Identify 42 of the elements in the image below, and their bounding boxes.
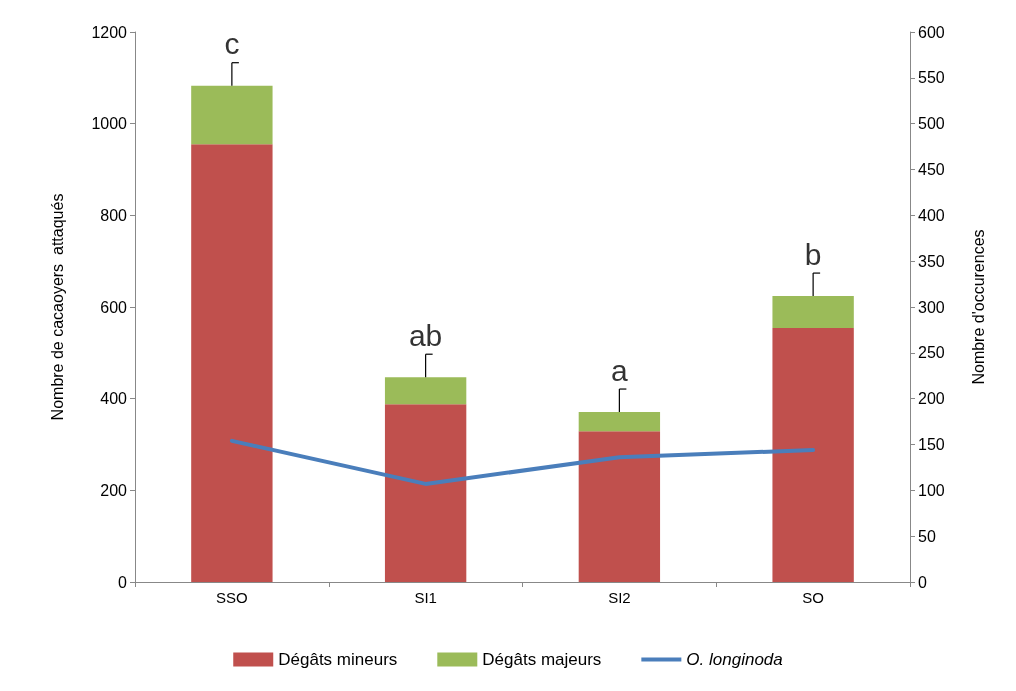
y2-tick-label: 50 bbox=[918, 527, 936, 545]
annotation: b bbox=[804, 237, 822, 271]
x-tick-label: SI1 bbox=[414, 589, 437, 606]
bar bbox=[191, 85, 273, 145]
bar bbox=[384, 404, 467, 582]
legend-label: O. longinoda bbox=[686, 650, 783, 669]
y-tick-label: 600 bbox=[100, 298, 128, 316]
bar bbox=[384, 377, 467, 405]
y-tick-label: 0 bbox=[118, 573, 128, 591]
x-tick-label: SSO bbox=[216, 589, 248, 606]
legend-label: Dégâts mineurs bbox=[278, 650, 398, 669]
x-tick-label: SI2 bbox=[608, 589, 631, 606]
y2-tick-label: 250 bbox=[918, 344, 945, 362]
y2-tick-label: 500 bbox=[918, 115, 945, 133]
y-tick-label: 800 bbox=[100, 206, 128, 224]
y-tick-label: 1200 bbox=[91, 23, 128, 41]
y2-tick-label: 150 bbox=[918, 436, 945, 453]
bar bbox=[191, 144, 273, 582]
annotation: a bbox=[611, 353, 629, 387]
y2-tick-label: 0 bbox=[918, 573, 927, 591]
bar bbox=[772, 296, 854, 329]
y2-tick-label: 450 bbox=[918, 161, 945, 178]
y2-tick-label: 600 bbox=[918, 23, 945, 41]
y2-axis-title: Nombre d'occurences bbox=[969, 229, 987, 385]
line-series bbox=[229, 438, 816, 486]
y-tick-label: 400 bbox=[100, 390, 128, 408]
bar bbox=[578, 431, 661, 582]
bar bbox=[578, 411, 661, 432]
annotation: ab bbox=[408, 318, 443, 352]
y-axis-title: Nombre de cacaoyers attaqués bbox=[48, 193, 66, 421]
bar bbox=[772, 328, 854, 582]
y-tick-label: 200 bbox=[100, 481, 128, 499]
y-tick-label: 1000 bbox=[91, 115, 128, 133]
y2-tick-label: 200 bbox=[918, 390, 945, 408]
y2-tick-label: 550 bbox=[918, 69, 945, 87]
legend-label: Dégâts majeurs bbox=[482, 650, 602, 669]
y2-tick-label: 300 bbox=[918, 298, 945, 316]
y2-tick-label: 100 bbox=[918, 481, 945, 499]
y2-tick-label: 400 bbox=[918, 206, 945, 224]
y2-tick-label: 350 bbox=[918, 252, 945, 270]
x-tick-label: SO bbox=[802, 589, 824, 606]
annotation: c bbox=[224, 27, 240, 61]
